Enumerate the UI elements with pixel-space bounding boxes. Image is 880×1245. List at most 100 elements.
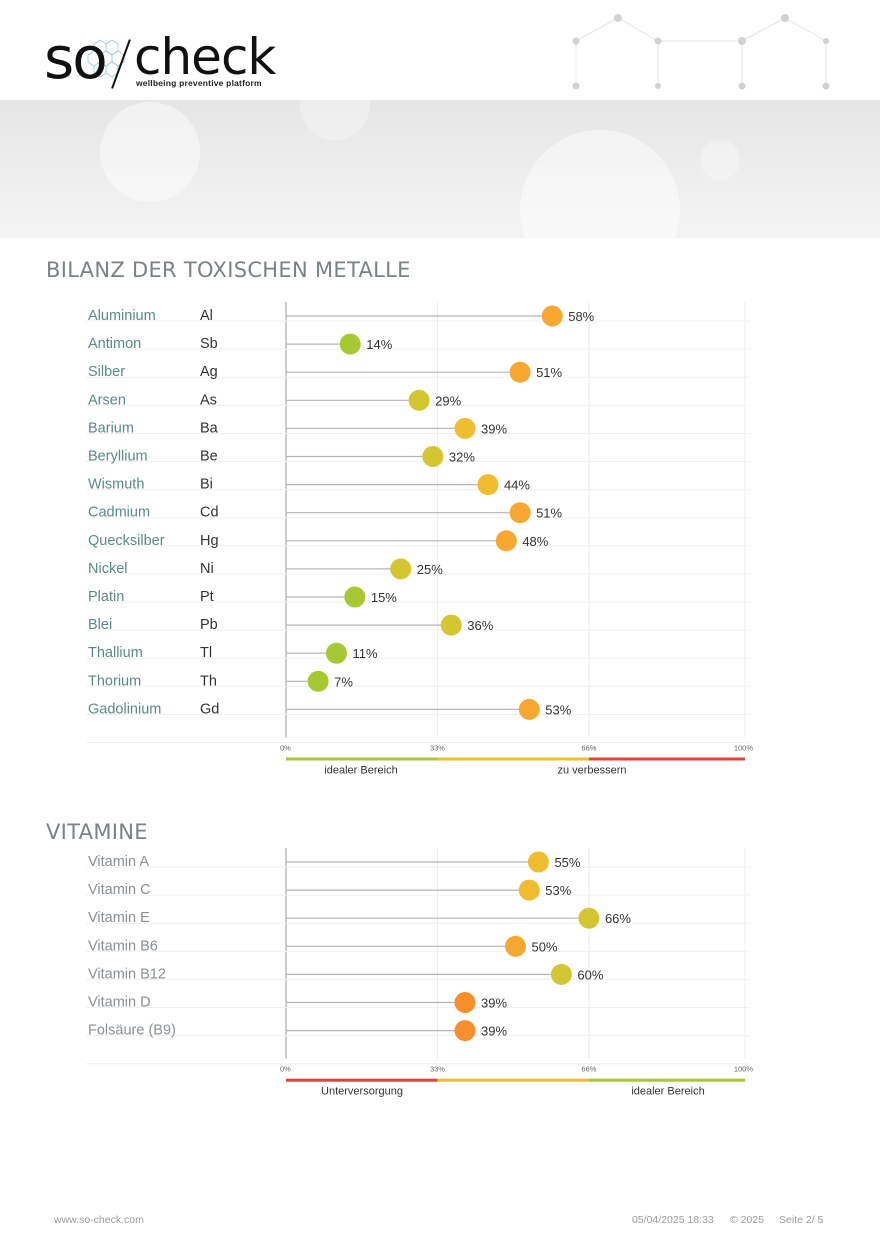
footer-copyright: © 2025	[730, 1214, 765, 1226]
range-label: idealer Bereich	[631, 1086, 704, 1098]
element-symbol: Pb	[200, 617, 218, 633]
row-label: Platin	[88, 589, 124, 605]
tick-label: 0%	[280, 1065, 291, 1074]
element-symbol: Bi	[200, 477, 213, 493]
row-label: Quecksilber	[88, 533, 165, 549]
row-label: Vitamin B12	[88, 966, 166, 982]
metals-chart: Aluminium Al 58% Antimon Sb 14% Silber Ag 51% Ars…	[86, 302, 753, 777]
value-label: 53%	[545, 883, 571, 898]
value-label: 7%	[334, 674, 353, 689]
value-label: 55%	[554, 855, 580, 870]
row-label: Vitamin B6	[88, 938, 158, 954]
lollipop-dot	[550, 963, 572, 985]
tick-label: 33%	[430, 744, 445, 753]
logo-tagline: wellbeing preventive platform	[136, 78, 262, 88]
row-label: Vitamin A	[88, 854, 149, 870]
lollipop-dot	[495, 530, 517, 552]
element-symbol: Ag	[200, 364, 218, 380]
row-label: Antimon	[88, 336, 141, 352]
footer-page-number: Seite 2/ 5	[779, 1214, 824, 1226]
value-label: 39%	[481, 996, 507, 1011]
lollipop-dot	[518, 698, 540, 720]
row-label: Thorium	[88, 673, 141, 689]
value-label: 11%	[352, 646, 377, 661]
row-label: Folsäure (B9)	[88, 1023, 176, 1039]
vitamins-section-title: VITAMINE	[46, 820, 148, 844]
range-label: zu verbessern	[557, 765, 626, 777]
value-label: 48%	[522, 534, 548, 549]
element-symbol: Gd	[200, 701, 219, 717]
lollipop-dot	[339, 333, 361, 355]
lollipop-dot	[422, 446, 444, 467]
header-banner	[0, 100, 880, 238]
row-label: Nickel	[88, 561, 127, 577]
scale-bar-segment	[437, 1078, 589, 1082]
lollipop-dot	[344, 586, 366, 608]
footer-website[interactable]: www.so-check.com	[54, 1214, 144, 1226]
lollipop-dot	[505, 935, 526, 957]
value-label: 14%	[366, 337, 392, 352]
lollipop-dot	[454, 417, 476, 439]
lollipop-dot	[541, 305, 563, 327]
scale-bar-segment	[437, 757, 589, 761]
lollipop-dot	[440, 614, 462, 636]
lollipop-dot	[578, 907, 600, 929]
scale-bar-segment	[588, 757, 745, 761]
lollipop-dot	[454, 992, 476, 1013]
value-label: 50%	[532, 939, 558, 954]
tick-label: 66%	[581, 744, 596, 753]
element-symbol: As	[200, 392, 217, 408]
element-symbol: Sb	[200, 336, 218, 352]
value-label: 29%	[435, 393, 461, 408]
element-symbol: Ba	[200, 420, 219, 436]
value-label: 53%	[545, 702, 571, 717]
element-symbol: Ni	[200, 561, 214, 577]
value-label: 66%	[605, 911, 631, 926]
value-label: 58%	[568, 309, 594, 324]
tick-label: 100%	[734, 1065, 754, 1074]
value-label: 25%	[417, 562, 443, 577]
value-label: 15%	[371, 590, 397, 605]
row-label: Silber	[88, 364, 125, 380]
logo-check-text: check	[134, 28, 276, 86]
value-label: 44%	[504, 478, 530, 493]
lollipop-dot	[527, 851, 549, 873]
molecule-decoration	[572, 14, 830, 90]
value-label: 51%	[536, 506, 562, 521]
element-symbol: Tl	[200, 645, 212, 661]
element-symbol: Cd	[200, 505, 219, 521]
footer-datetime: 05/04/2025 18:33	[632, 1214, 714, 1226]
row-label: Vitamin D	[88, 995, 151, 1011]
scale-bar-segment	[286, 1078, 438, 1082]
tick-label: 100%	[734, 744, 754, 753]
range-label: idealer Bereich	[324, 765, 397, 777]
metals-section-title: BILANZ DER TOXISCHEN METALLE	[46, 258, 411, 282]
value-label: 39%	[481, 421, 507, 436]
value-label: 39%	[481, 1024, 507, 1039]
lollipop-dot	[518, 879, 540, 901]
value-label: 36%	[467, 618, 493, 633]
row-label: Blei	[88, 617, 112, 633]
lollipop-dot	[307, 670, 329, 692]
row-label: Wismuth	[88, 477, 144, 493]
tick-label: 0%	[280, 744, 291, 753]
lollipop-dot	[477, 474, 499, 496]
row-label: Barium	[88, 420, 134, 436]
row-label: Vitamin E	[88, 910, 150, 926]
row-label: Cadmium	[88, 505, 150, 521]
value-label: 51%	[536, 365, 562, 380]
scale-bar-segment	[286, 757, 438, 761]
value-label: 60%	[577, 967, 603, 982]
element-symbol: Th	[200, 673, 217, 689]
row-label: Arsen	[88, 392, 126, 408]
lollipop-dot	[390, 558, 412, 580]
tick-label: 66%	[581, 1065, 596, 1074]
value-label: 32%	[449, 450, 475, 465]
element-symbol: Hg	[200, 533, 219, 549]
page-header: so check wellbeing preventive platform	[0, 0, 880, 100]
row-label: Gadolinium	[88, 701, 161, 717]
lollipop-dot	[325, 642, 347, 664]
hexagon-pattern-icon	[87, 39, 125, 78]
element-symbol: Al	[200, 308, 213, 324]
